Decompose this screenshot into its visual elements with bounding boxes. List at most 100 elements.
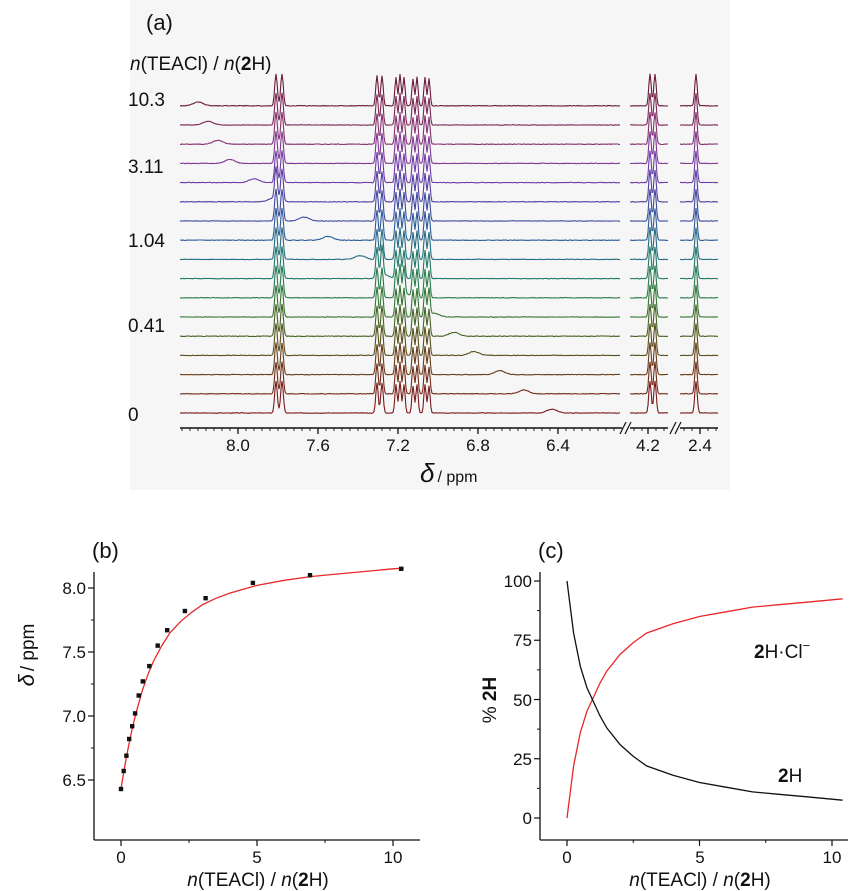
- nmr-trace: [179, 380, 621, 414]
- panel-b-xtick-0: 0: [116, 848, 125, 867]
- axis-break-mark: [669, 421, 677, 435]
- spectra-tick-7-6: 7.6: [306, 436, 330, 455]
- nmr-trace: [679, 246, 719, 280]
- nmr-trace: [679, 150, 719, 184]
- nmr-trace: [179, 92, 621, 126]
- data-point: [121, 768, 126, 774]
- nmr-trace: [630, 265, 669, 299]
- data-point: [127, 736, 132, 742]
- data-point: [399, 566, 404, 571]
- nmr-trace: [629, 361, 669, 395]
- nmr-trace: [180, 207, 621, 242]
- nmr-trace: [179, 284, 621, 318]
- nmr-trace: [630, 188, 669, 222]
- complex-curve-label: 2H·Cl−: [754, 638, 810, 663]
- data-point: [155, 643, 160, 648]
- complex-curve: [566, 598, 843, 819]
- ratio-label-0: 0: [128, 405, 139, 426]
- panel-b-ytick-7-5: 7.5: [62, 643, 86, 662]
- nmr-trace: [629, 111, 669, 146]
- spectra-tick-2-4: 2.4: [688, 436, 712, 455]
- axis-break-mark: [674, 421, 682, 435]
- panel-b-plot: [118, 566, 404, 792]
- panel-b: (b) δ/ ppm 6.5 7.0 7.5 8.0 0 5 10 n(TEAC…: [14, 538, 420, 891]
- panel-c: (c) % 2H 0 25 50 75 100 0 5 10 n(TEACl) …: [480, 538, 848, 891]
- nmr-trace: [179, 188, 620, 222]
- nmr-trace: [679, 112, 719, 146]
- data-point: [182, 608, 188, 614]
- nmr-trace: [679, 265, 718, 299]
- nmr-trace: [179, 227, 621, 261]
- panel-c-ticks: [534, 580, 833, 846]
- data-point: [132, 711, 138, 716]
- nmr-trace: [179, 263, 621, 299]
- ratio-label-3-11: 3.11: [128, 157, 164, 178]
- panel-a-label: (a): [146, 10, 173, 35]
- nmr-trace: [179, 131, 621, 165]
- data-point: [140, 679, 145, 684]
- nmr-trace: [629, 246, 669, 280]
- data-point: [307, 573, 313, 578]
- nmr-trace: [179, 342, 620, 376]
- nmr-trace: [679, 304, 719, 338]
- panel-c-y-title: % 2H: [480, 677, 501, 724]
- panel-b-xtick-10: 10: [384, 848, 403, 867]
- data-point: [147, 663, 152, 669]
- free-receptor-curve: [566, 580, 843, 801]
- nmr-trace: [179, 244, 621, 280]
- panel-c-label: (c): [538, 538, 564, 563]
- panel-c-ytick-0: 0: [523, 809, 532, 828]
- nmr-trace: [679, 73, 719, 107]
- nmr-trace: [679, 361, 719, 395]
- panel-b-ytick-8-0: 8.0: [62, 579, 86, 598]
- panel-b-xtick-5: 5: [252, 848, 261, 867]
- nmr-trace: [179, 323, 621, 357]
- ratio-label-1-04: 1.04: [128, 231, 165, 252]
- panel-c-ytick-50: 50: [513, 691, 532, 710]
- nmr-trace: [629, 150, 669, 184]
- data-point: [165, 628, 170, 633]
- nmr-trace: [679, 92, 719, 126]
- panel-a-header: n(TEACl) / n(2H): [130, 54, 272, 75]
- nmr-trace: [680, 284, 719, 318]
- nmr-trace: [629, 131, 669, 165]
- panel-c-ytick-25: 25: [513, 750, 532, 769]
- axis-break-mark: [619, 421, 627, 435]
- panel-b-ytick-7-0: 7.0: [62, 707, 86, 726]
- nmr-trace: [629, 73, 669, 107]
- spectra-tick-7-2: 7.2: [386, 436, 410, 455]
- panel-c-xtick-5: 5: [695, 848, 704, 867]
- data-point: [130, 724, 135, 729]
- data-point: [250, 580, 256, 586]
- data-point: [203, 596, 208, 601]
- nmr-trace: [679, 381, 719, 414]
- nmr-trace: [180, 112, 621, 146]
- panel-c-ytick-75: 75: [513, 631, 532, 650]
- nmr-trace: [630, 342, 669, 376]
- spectra-x-title: δ / ppm: [420, 458, 477, 488]
- nmr-trace: [179, 361, 621, 395]
- free-curve-label: 2H: [778, 766, 802, 787]
- panel-c-plot: [566, 580, 843, 819]
- nmr-trace: [679, 131, 719, 165]
- panel-c-xtick-10: 10: [823, 848, 842, 867]
- nmr-trace: [629, 323, 669, 357]
- data-point: [118, 786, 124, 792]
- nmr-trace: [679, 323, 719, 357]
- nmr-trace: [179, 303, 621, 338]
- panel-c-ytick-100: 100: [504, 572, 532, 591]
- panel-b-x-title: n(TEACl) / n(2H): [187, 870, 329, 891]
- panel-c-x-title: n(TEACl) / n(2H): [629, 870, 771, 891]
- nmr-trace: [629, 380, 669, 414]
- nmr-trace: [629, 93, 669, 126]
- nmr-trace: [629, 227, 669, 261]
- data-point: [124, 753, 129, 758]
- nmr-trace: [179, 150, 621, 184]
- spectra-tick-4-2: 4.2: [636, 436, 660, 455]
- ratio-label-10-3: 10.3: [128, 90, 165, 111]
- nmr-trace: [629, 208, 669, 242]
- fit-curve: [120, 567, 404, 790]
- axis-break-mark: [624, 421, 632, 435]
- spectra-tick-8-0: 8.0: [226, 436, 250, 455]
